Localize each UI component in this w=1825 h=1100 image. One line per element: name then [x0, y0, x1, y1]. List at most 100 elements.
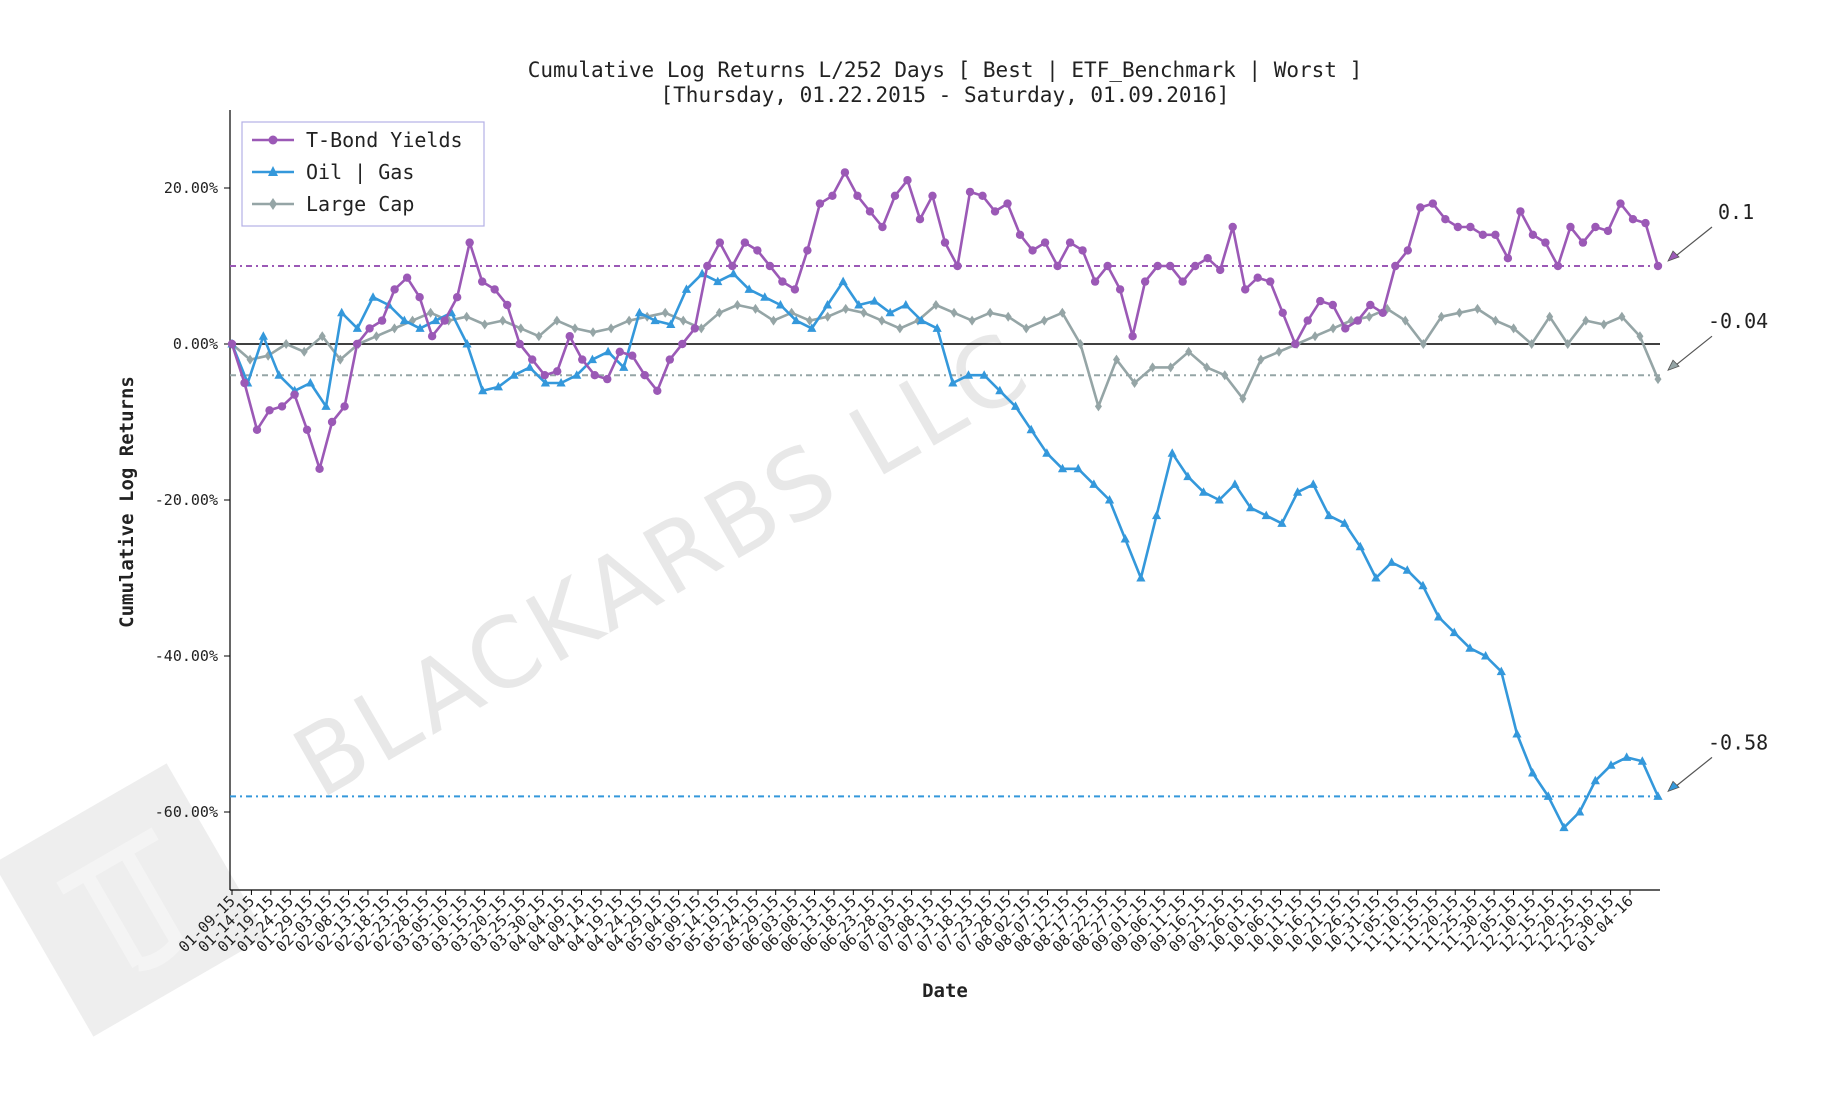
data-point [690, 324, 700, 333]
data-point [1553, 261, 1563, 271]
data-point [1203, 362, 1211, 373]
annotation-arrowhead [1667, 359, 1680, 371]
data-point [1416, 203, 1425, 212]
data-point [1303, 316, 1312, 325]
data-point [1341, 324, 1350, 333]
data-point [1391, 261, 1400, 271]
data-point [427, 307, 435, 318]
data-point [828, 191, 837, 200]
data-point [1591, 222, 1600, 232]
data-point [377, 316, 387, 325]
series-large-cap [228, 300, 1662, 412]
data-point [1261, 510, 1271, 520]
watermark-text: BLACKARBS LLC [276, 309, 1049, 820]
data-point [352, 323, 362, 332]
data-point [995, 385, 1005, 395]
data-point [499, 315, 507, 326]
data-point [1473, 303, 1481, 314]
data-point [553, 315, 561, 326]
data-point [1104, 495, 1115, 504]
data-point [986, 307, 994, 318]
data-point [603, 346, 613, 356]
data-point [277, 402, 287, 411]
series-layer [227, 168, 1663, 832]
data-point [1496, 666, 1506, 676]
data-point [509, 370, 519, 379]
data-point [589, 327, 597, 338]
data-point [502, 300, 512, 310]
data-point [578, 355, 587, 364]
data-point [940, 238, 950, 247]
data-point [932, 300, 940, 310]
data-point [1090, 277, 1100, 286]
data-point [679, 315, 687, 326]
data-point [1291, 339, 1300, 349]
data-point [1073, 463, 1083, 473]
data-point [1275, 346, 1283, 357]
data-point [815, 199, 825, 208]
data-point [1183, 471, 1193, 481]
data-point [713, 276, 723, 286]
y-tick-label: -20.00% [155, 491, 218, 509]
data-point [368, 292, 378, 301]
annotations: 0.1 -0.58 -0.04 [1667, 200, 1768, 793]
data-point [1582, 315, 1590, 326]
data-point [1151, 510, 1162, 520]
data-point [1115, 285, 1125, 294]
legend-label: Oil | Gas [306, 160, 414, 184]
data-point [227, 339, 237, 349]
data-point [1277, 518, 1287, 527]
annotation-arrow [1671, 335, 1713, 369]
data-point [1434, 612, 1444, 621]
data-point [1403, 246, 1413, 255]
data-point [1003, 199, 1012, 208]
data-point [1441, 215, 1450, 224]
data-point [402, 273, 412, 282]
data-point [1026, 424, 1036, 434]
data-point [733, 300, 741, 310]
data-point [1040, 238, 1050, 247]
data-point [1481, 651, 1491, 660]
data-point [1339, 518, 1350, 527]
data-point [1641, 218, 1650, 228]
data-point [1112, 354, 1120, 365]
data-point [665, 355, 675, 364]
data-point [337, 307, 347, 317]
data-point [1478, 230, 1488, 239]
data-point [1402, 565, 1412, 574]
data-point [365, 324, 374, 333]
data-point [650, 315, 660, 325]
data-point [463, 311, 471, 322]
data-point [1455, 307, 1463, 318]
data-point [274, 370, 284, 379]
data-point [1292, 487, 1303, 496]
data-point [252, 425, 262, 434]
data-point [352, 339, 362, 349]
data-point [968, 315, 976, 326]
data-point [760, 292, 770, 301]
data-point [493, 381, 503, 391]
data-point [1618, 311, 1626, 322]
data-point [1353, 316, 1362, 325]
data-point [1510, 323, 1518, 334]
data-point [478, 385, 488, 395]
data-point [1257, 354, 1265, 365]
y-tick-label: 20.00% [164, 179, 218, 197]
data-point [372, 331, 380, 342]
data-point [427, 332, 437, 341]
data-point [853, 191, 862, 200]
data-point [625, 315, 633, 326]
data-point [822, 300, 833, 309]
data-point [1028, 246, 1037, 255]
data-point [1311, 331, 1319, 342]
data-point [885, 307, 895, 317]
data-point [1140, 277, 1150, 286]
data-point [1365, 311, 1373, 322]
data-point [282, 339, 290, 349]
data-point [1253, 273, 1262, 282]
data-point [1600, 319, 1608, 330]
data-point [1371, 573, 1381, 582]
legend-label: T-Bond Yields [306, 128, 463, 152]
data-point [1512, 729, 1522, 738]
data-point [1178, 277, 1187, 286]
